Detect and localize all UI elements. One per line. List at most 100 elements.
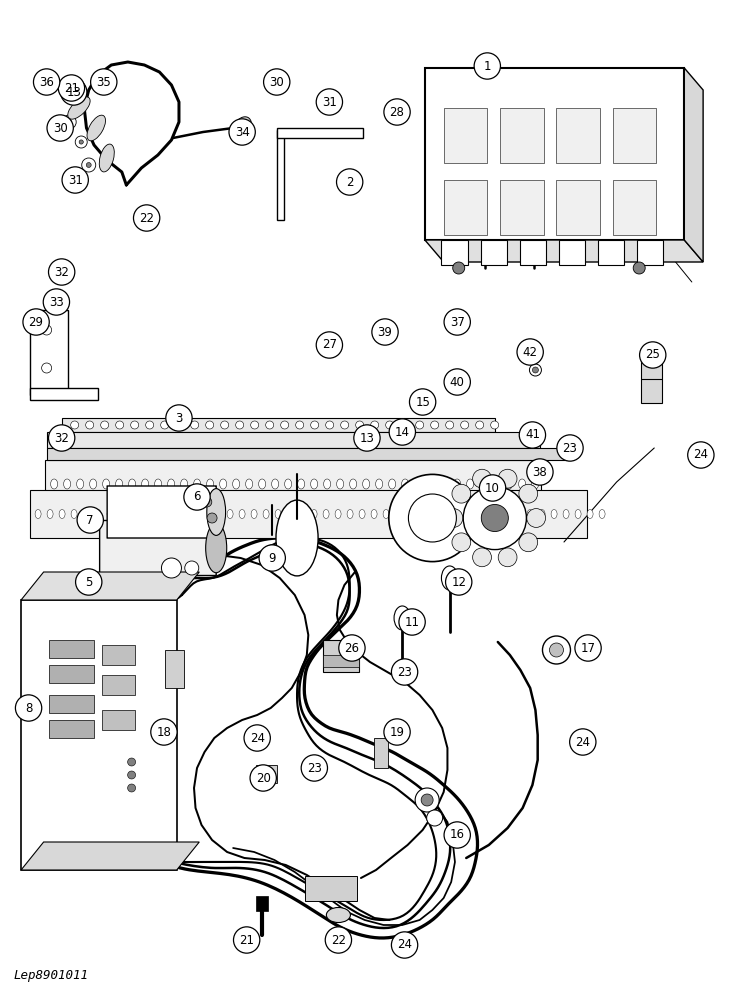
Ellipse shape bbox=[441, 566, 458, 590]
Circle shape bbox=[532, 367, 538, 373]
Ellipse shape bbox=[383, 510, 389, 518]
Bar bbox=[441, 240, 468, 265]
Ellipse shape bbox=[155, 510, 161, 518]
Circle shape bbox=[517, 339, 543, 365]
Ellipse shape bbox=[263, 510, 269, 518]
Ellipse shape bbox=[191, 510, 197, 518]
Ellipse shape bbox=[515, 510, 521, 518]
Text: 23: 23 bbox=[307, 762, 322, 774]
Ellipse shape bbox=[59, 510, 65, 518]
Ellipse shape bbox=[498, 548, 517, 567]
Text: 2: 2 bbox=[346, 176, 353, 188]
Ellipse shape bbox=[539, 510, 545, 518]
Ellipse shape bbox=[191, 421, 199, 429]
Bar bbox=[425, 68, 684, 240]
Circle shape bbox=[79, 140, 83, 144]
Text: 18: 18 bbox=[156, 726, 171, 738]
Ellipse shape bbox=[326, 907, 350, 923]
Polygon shape bbox=[684, 68, 703, 262]
Bar bbox=[165, 650, 184, 688]
Ellipse shape bbox=[323, 510, 329, 518]
Circle shape bbox=[75, 136, 87, 148]
Circle shape bbox=[633, 262, 645, 274]
Circle shape bbox=[391, 932, 418, 958]
Circle shape bbox=[41, 325, 52, 335]
Circle shape bbox=[82, 158, 96, 172]
Text: 42: 42 bbox=[523, 346, 538, 359]
Ellipse shape bbox=[491, 510, 497, 518]
Ellipse shape bbox=[205, 421, 214, 429]
Ellipse shape bbox=[299, 510, 305, 518]
Ellipse shape bbox=[490, 421, 499, 429]
Ellipse shape bbox=[87, 115, 105, 141]
Ellipse shape bbox=[461, 421, 468, 429]
Ellipse shape bbox=[446, 421, 453, 429]
Circle shape bbox=[463, 486, 526, 550]
Bar bbox=[49, 665, 94, 683]
Bar bbox=[277, 130, 284, 220]
Ellipse shape bbox=[356, 421, 364, 429]
Ellipse shape bbox=[431, 510, 437, 518]
Text: 8: 8 bbox=[25, 702, 32, 714]
Bar bbox=[102, 675, 135, 695]
Ellipse shape bbox=[375, 479, 383, 489]
Text: 7: 7 bbox=[86, 514, 94, 526]
Circle shape bbox=[267, 550, 277, 560]
Ellipse shape bbox=[95, 510, 101, 518]
Circle shape bbox=[75, 569, 102, 595]
Ellipse shape bbox=[323, 479, 331, 489]
Ellipse shape bbox=[119, 510, 125, 518]
Ellipse shape bbox=[203, 510, 209, 518]
Ellipse shape bbox=[444, 509, 462, 527]
Circle shape bbox=[185, 561, 199, 575]
Bar bbox=[62, 418, 495, 432]
Text: 41: 41 bbox=[525, 428, 540, 442]
Circle shape bbox=[426, 810, 443, 826]
Circle shape bbox=[421, 794, 433, 806]
Ellipse shape bbox=[287, 510, 293, 518]
Text: 13: 13 bbox=[359, 432, 374, 444]
Bar bbox=[444, 180, 487, 235]
Ellipse shape bbox=[71, 421, 79, 429]
Text: 3: 3 bbox=[175, 412, 183, 424]
Ellipse shape bbox=[296, 421, 304, 429]
Ellipse shape bbox=[83, 510, 89, 518]
Ellipse shape bbox=[205, 523, 227, 573]
Bar bbox=[556, 180, 600, 235]
Ellipse shape bbox=[350, 479, 356, 489]
Ellipse shape bbox=[416, 421, 423, 429]
Bar bbox=[323, 655, 359, 667]
Text: 32: 32 bbox=[54, 265, 69, 278]
Ellipse shape bbox=[519, 533, 538, 552]
Circle shape bbox=[444, 822, 471, 848]
Ellipse shape bbox=[102, 479, 110, 489]
Ellipse shape bbox=[207, 479, 214, 489]
Ellipse shape bbox=[276, 500, 318, 576]
Bar bbox=[556, 108, 600, 163]
Polygon shape bbox=[21, 842, 199, 870]
Ellipse shape bbox=[551, 510, 557, 518]
Circle shape bbox=[519, 422, 545, 448]
Ellipse shape bbox=[101, 421, 108, 429]
Text: 28: 28 bbox=[390, 105, 405, 118]
Bar bbox=[641, 355, 662, 403]
Ellipse shape bbox=[419, 510, 425, 518]
Ellipse shape bbox=[143, 510, 149, 518]
Ellipse shape bbox=[284, 479, 292, 489]
Ellipse shape bbox=[599, 510, 605, 518]
Circle shape bbox=[48, 259, 75, 285]
Ellipse shape bbox=[473, 548, 492, 567]
Ellipse shape bbox=[519, 484, 538, 503]
Text: 26: 26 bbox=[344, 642, 359, 654]
Ellipse shape bbox=[129, 479, 135, 489]
Text: 23: 23 bbox=[397, 666, 412, 678]
Bar bbox=[102, 710, 135, 730]
Circle shape bbox=[522, 352, 528, 358]
Text: 38: 38 bbox=[532, 466, 547, 479]
Circle shape bbox=[639, 342, 666, 368]
Circle shape bbox=[390, 419, 416, 445]
Ellipse shape bbox=[394, 606, 411, 630]
Ellipse shape bbox=[215, 510, 221, 518]
Circle shape bbox=[384, 99, 411, 125]
Ellipse shape bbox=[311, 510, 317, 518]
